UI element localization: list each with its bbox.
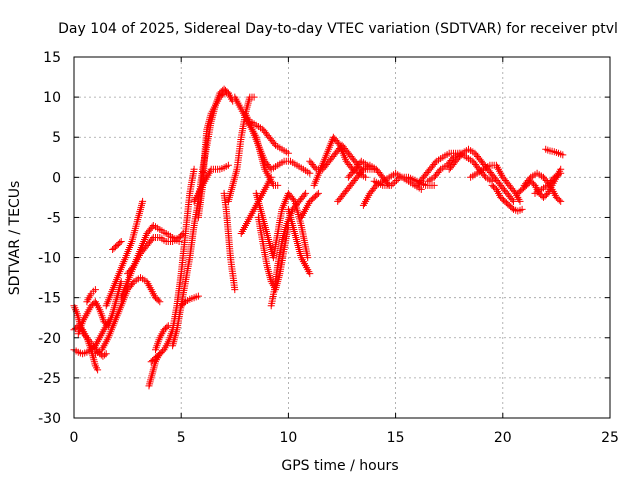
x-tick-label: 10 xyxy=(279,430,297,446)
plot-frame xyxy=(73,56,611,419)
data-point-series-arc-39 xyxy=(488,181,526,215)
y-tick-label: -25 xyxy=(38,371,61,387)
y-tick-label: 10 xyxy=(43,90,61,106)
data-point-series-arc-32 xyxy=(344,157,378,181)
y-tick-label: -10 xyxy=(38,251,61,267)
data-point-series-arc-7 xyxy=(102,197,147,310)
data-point-series-arc-13 xyxy=(152,322,172,354)
y-axis-label: SDTVAR / TECUs xyxy=(7,181,23,296)
x-tick-label: 5 xyxy=(177,430,186,446)
x-tick-label: 0 xyxy=(70,430,79,446)
data-point-series-arc-31 xyxy=(334,161,393,205)
data-point-series-arc-17 xyxy=(194,89,232,221)
y-tick-label: -20 xyxy=(38,331,61,347)
data-point-series-arc-33 xyxy=(359,169,425,209)
x-tick-label: 25 xyxy=(601,430,619,446)
data-point-series-arc-5 xyxy=(83,286,99,306)
y-tick-label: -5 xyxy=(47,210,61,226)
data-point-series-arc-18 xyxy=(220,189,239,294)
y-tick-label: 15 xyxy=(43,50,61,66)
x-tick-label: 20 xyxy=(494,430,512,446)
data-point-series-arc-38 xyxy=(467,161,524,205)
data-point-series-arc-27 xyxy=(284,205,314,278)
data-point-series-arc-4 xyxy=(74,278,125,338)
y-tick-label: -30 xyxy=(38,411,61,427)
data-point-series-arc-24 xyxy=(252,189,312,262)
x-tick-label: 15 xyxy=(387,430,405,446)
data-point-series-arc-43 xyxy=(542,145,567,159)
data-point-series-arc-15 xyxy=(177,292,202,310)
y-tick-label: -15 xyxy=(38,291,61,307)
y-tick-label: 5 xyxy=(52,130,61,146)
chart-title: Day 104 of 2025, Sidereal Day-to-day VTE… xyxy=(58,21,618,37)
y-tick-label: 0 xyxy=(52,170,61,186)
data-point-series-arc-8 xyxy=(109,238,125,253)
data-points xyxy=(70,85,567,390)
data-point-series-arc-23 xyxy=(246,117,292,157)
data-point-series-arc-12 xyxy=(147,165,198,366)
data-point-series-arc-10 xyxy=(124,230,187,278)
data-point-series-arc-42 xyxy=(531,169,565,197)
x-axis-label: GPS time / hours xyxy=(281,458,398,474)
axis-ticks: 0 5 10 15 20 25 -30 -25 -20 -15 -10 -5 0 5 10 15 xyxy=(38,50,619,446)
data-point-series-arc-28 xyxy=(297,189,322,221)
grid xyxy=(74,57,610,418)
